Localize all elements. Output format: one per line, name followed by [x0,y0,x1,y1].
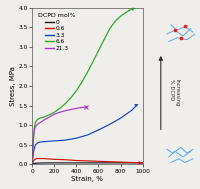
Legend: 0, 0.6, 3.3, 6.6, 21.3: 0, 0.6, 3.3, 6.6, 21.3 [37,12,77,52]
Text: Increasing
% DCPD: Increasing % DCPD [168,79,179,106]
X-axis label: Strain, %: Strain, % [71,176,103,182]
Y-axis label: Stress, MPa: Stress, MPa [10,66,16,106]
